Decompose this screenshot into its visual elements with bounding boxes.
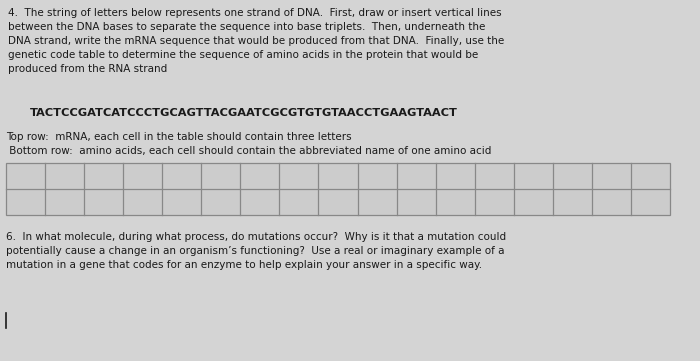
Bar	[6, 163, 670, 215]
Text: Top row:  mRNA, each cell in the table should contain three letters: Top row: mRNA, each cell in the table sh…	[6, 132, 351, 142]
Text: 4.  The string of letters below represents one strand of DNA.  First, draw or in: 4. The string of letters below represent…	[8, 8, 504, 74]
Text: Bottom row:  amino acids, each cell should contain the abbreviated name of one a: Bottom row: amino acids, each cell shoul…	[6, 146, 491, 156]
Text: TACTCCGATCATCCCTGCAGTTACGAATCGCGTGTGTAACCTGAAGTAACT: TACTCCGATCATCCCTGCAGTTACGAATCGCGTGTGTAAC…	[30, 108, 458, 118]
Text: 6.  In what molecule, during what process, do mutations occur?  Why is it that a: 6. In what molecule, during what process…	[6, 232, 506, 270]
